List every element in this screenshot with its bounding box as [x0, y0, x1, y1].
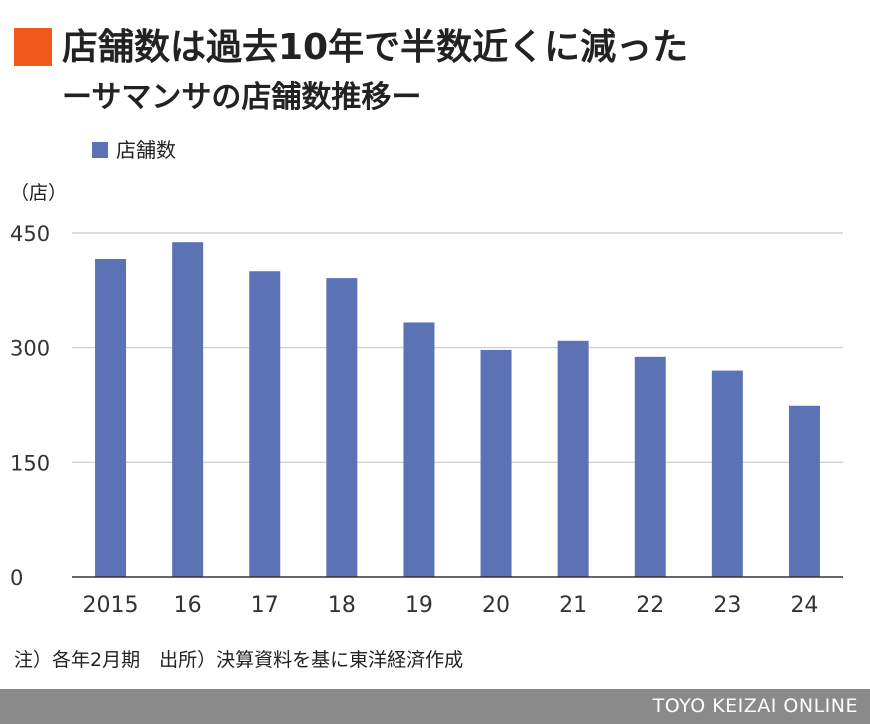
- legend-swatch: [92, 142, 108, 158]
- x-tick-label: 17: [251, 593, 279, 618]
- chart-title: 店舗数は過去10年で半数近くに減った: [62, 27, 689, 68]
- x-tick-label: 24: [790, 593, 818, 618]
- source-note: 注）各年2月期 出所）決算資料を基に東洋経済作成: [14, 649, 464, 671]
- title-marker: [14, 28, 52, 66]
- x-tick-label: 16: [174, 593, 202, 618]
- bar: [403, 322, 435, 577]
- x-tick-label: 18: [328, 593, 356, 618]
- x-tick-label: 20: [482, 593, 510, 618]
- chart-subtitle: ーサマンサの店舗数推移ー: [62, 80, 422, 115]
- bar: [788, 405, 820, 577]
- bar: [249, 271, 281, 577]
- y-tick-label: 450: [10, 222, 50, 246]
- x-tick-label: 23: [713, 593, 741, 618]
- bar: [711, 370, 743, 577]
- bar-chart: 0 150 300 450 2015 16 17 18 19 20 21 22 23 24: [10, 222, 843, 618]
- bar: [634, 356, 666, 577]
- footer-label: TOYO KEIZAI ONLINE: [652, 695, 858, 717]
- x-tick-label: 21: [559, 593, 587, 618]
- legend-label: 店舗数: [116, 138, 176, 162]
- y-axis-unit-label: （店）: [10, 182, 68, 204]
- footer-bar: TOYO KEIZAI ONLINE: [0, 689, 870, 724]
- bar: [480, 349, 512, 577]
- bar: [172, 242, 204, 577]
- x-tick-label: 2015: [83, 593, 139, 618]
- bar: [326, 278, 358, 577]
- y-tick-label: 300: [10, 337, 50, 361]
- x-tick-label: 19: [405, 593, 433, 618]
- x-tick-label: 22: [636, 593, 664, 618]
- y-tick-label: 0: [10, 566, 23, 590]
- bar: [557, 340, 589, 577]
- y-tick-label: 150: [10, 451, 50, 475]
- bar: [95, 258, 127, 577]
